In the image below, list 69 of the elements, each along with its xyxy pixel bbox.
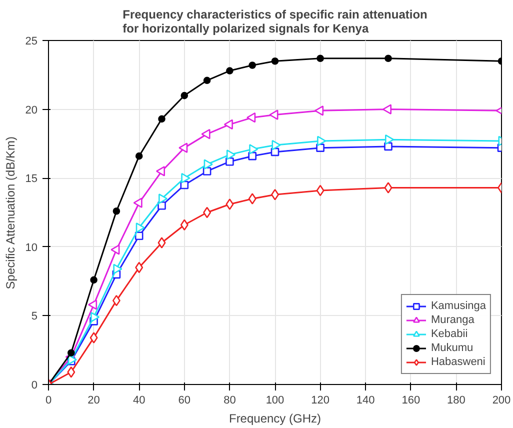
point: [224, 119, 233, 130]
y-tick-label: 10: [25, 242, 38, 254]
x-tick-label: 140: [356, 394, 375, 406]
point: [180, 219, 188, 231]
x-tick-label: 160: [402, 394, 420, 406]
y-tick-label: 5: [31, 310, 38, 323]
y-tick-label: 25: [25, 36, 38, 48]
y-tick-label: 15: [25, 173, 38, 186]
point: [384, 54, 392, 62]
y-tick-label: 20: [25, 104, 38, 116]
point: [314, 106, 324, 116]
point: [201, 128, 210, 140]
point: [248, 152, 256, 160]
point: [68, 349, 75, 356]
point: [384, 142, 392, 151]
point: [158, 194, 168, 204]
point: [316, 144, 324, 152]
point: [226, 67, 234, 74]
point: [382, 104, 392, 114]
point: [113, 264, 122, 274]
point: [316, 54, 324, 62]
point: [90, 332, 98, 344]
x-tick-label: 20: [88, 394, 100, 406]
point: [203, 206, 212, 218]
legend-label: Kamusinga: [430, 299, 486, 313]
point: [158, 237, 166, 248]
x-tick-label: 120: [311, 394, 330, 406]
point: [203, 76, 211, 84]
y-axis-title: Specific Attenuation (dB/Km): [3, 136, 18, 290]
point: [134, 232, 144, 240]
legend-label: Habasweni: [430, 355, 486, 369]
point: [135, 262, 144, 274]
point: [178, 142, 188, 153]
x-tick-label: 40: [132, 394, 146, 406]
point: [248, 62, 256, 69]
chart-title: Frequency characteristics of specific rain attenuation for horizontally polarized signals for Kenya: [122, 8, 428, 36]
x-tick-label: 100: [266, 394, 284, 406]
point: [90, 276, 98, 284]
point: [136, 222, 145, 233]
point: [90, 312, 100, 322]
point: [202, 167, 212, 176]
x-tick-label: 80: [224, 394, 236, 406]
x-tick-label: 180: [447, 394, 466, 406]
x-axis-title: Frequency (GHz): [228, 412, 322, 426]
x-tick-label: 0: [45, 394, 52, 406]
point: [226, 198, 234, 210]
point: [67, 366, 76, 378]
point: [226, 150, 236, 160]
point: [246, 112, 256, 123]
y-tick-label: 0: [31, 380, 38, 392]
point: [158, 201, 166, 210]
point: [248, 193, 256, 204]
point: [316, 184, 324, 196]
point: [204, 159, 213, 170]
point: [226, 157, 234, 166]
legend-label: Muranga: [430, 313, 474, 327]
point: [135, 152, 143, 160]
point: [384, 182, 392, 194]
x-tick-label: 200: [492, 394, 511, 406]
point: [180, 92, 188, 100]
point: [112, 294, 120, 306]
point: [271, 57, 279, 65]
x-tick-label: 60: [178, 394, 191, 406]
legend-label: Kebabii: [430, 327, 468, 341]
point: [269, 110, 278, 120]
point: [158, 115, 166, 123]
point: [112, 207, 120, 215]
legend-label: Mukumu: [430, 341, 474, 355]
point: [181, 172, 190, 184]
